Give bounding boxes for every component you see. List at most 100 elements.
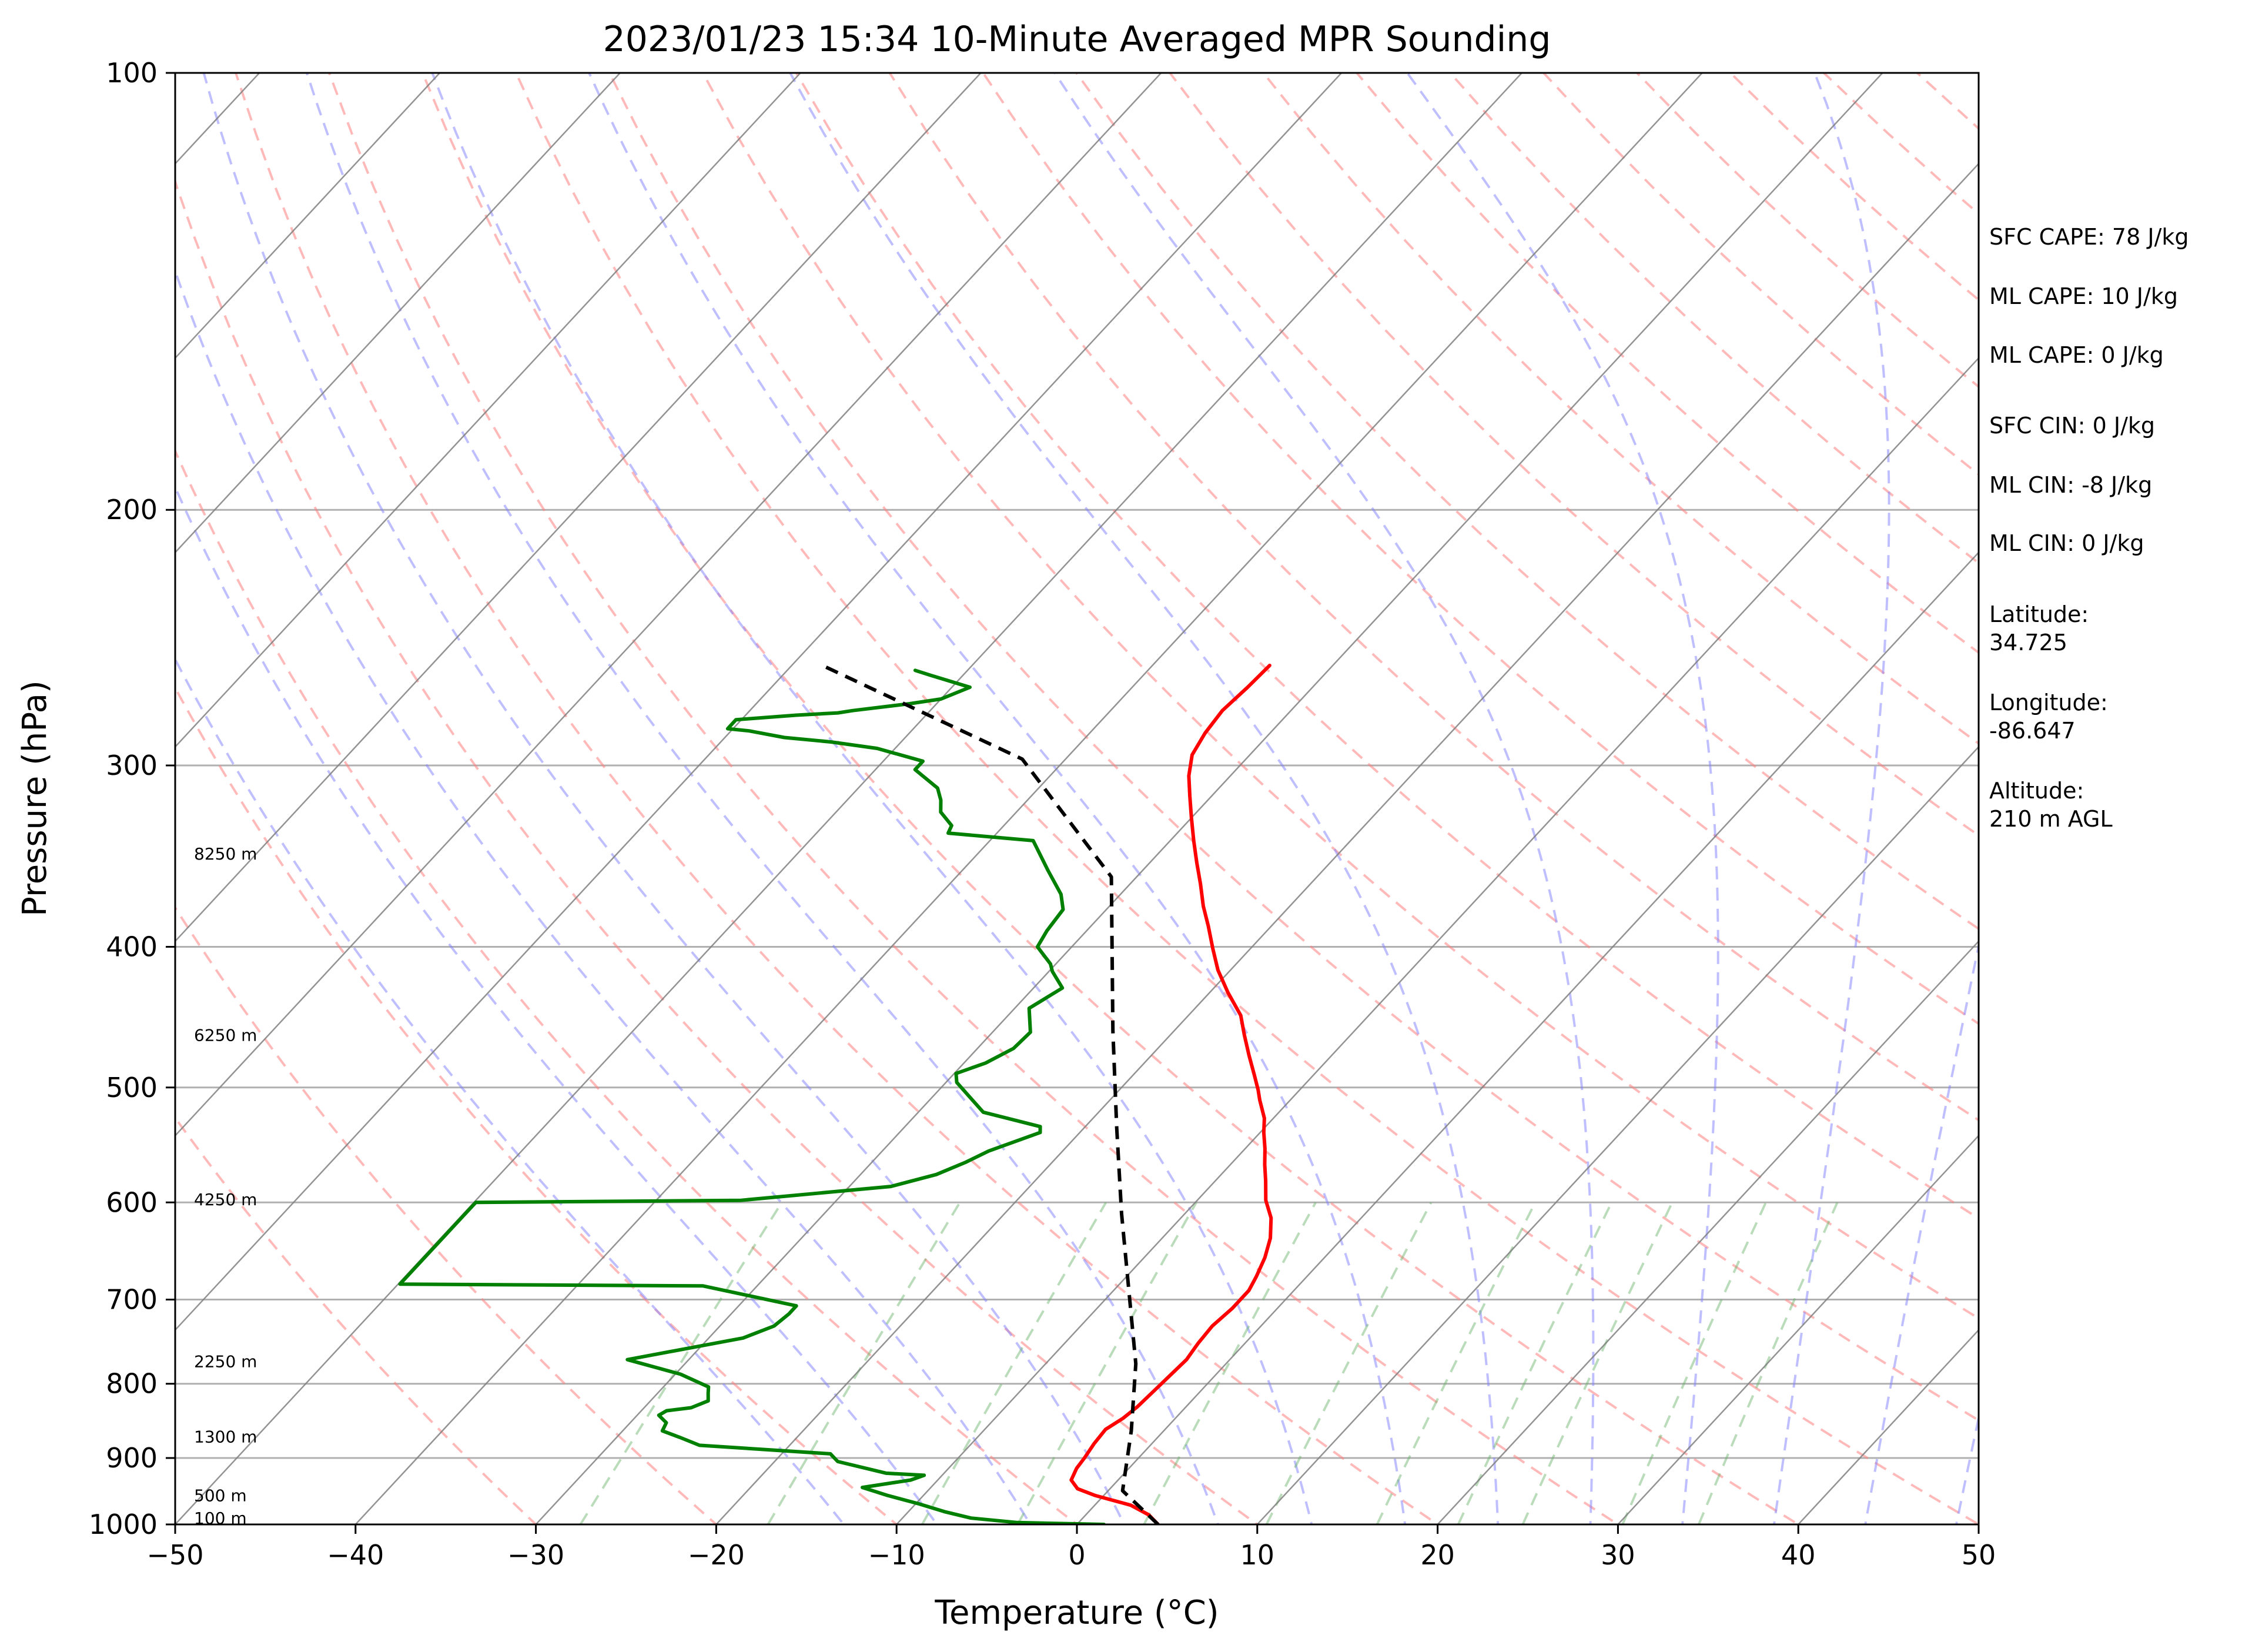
moist-adiabat-line <box>175 484 939 1524</box>
isotherm-line <box>175 73 982 942</box>
y-tick-label: 600 <box>106 1186 158 1218</box>
info-latitude-label: Latitude: <box>1989 601 2089 627</box>
dry-adiabat-line <box>1075 73 1979 931</box>
isotherm-line <box>1076 551 1979 1524</box>
x-tick-label: −40 <box>327 1539 384 1571</box>
isotherm-line <box>175 73 1343 1332</box>
chart-title: 2023/01/23 15:34 10-Minute Averaged MPR … <box>603 19 1551 60</box>
y-tick-label: 800 <box>106 1368 158 1400</box>
moist-adiabat-line <box>1772 73 1890 1524</box>
x-axis: −50 −40 −30 −20 −10 0 10 20 30 40 50 <box>146 1524 1996 1571</box>
x-tick-label: −50 <box>146 1539 203 1571</box>
dry-adiabat-line <box>175 1116 538 1524</box>
info-sfc-cape: SFC CAPE: 78 J/kg <box>1989 224 2189 250</box>
height-label: 4250 m <box>194 1190 257 1209</box>
y-tick-label: 500 <box>106 1072 158 1103</box>
isotherm-line <box>175 73 441 359</box>
dry-adiabat-line <box>701 73 1979 1320</box>
mixing-ratio-line <box>1698 1202 1839 1524</box>
info-latitude-value: 34.725 <box>1989 630 2067 656</box>
mixing-ratio-line <box>1265 1202 1433 1524</box>
dry-adiabat-line <box>175 685 899 1524</box>
dewpoint-line <box>398 668 1106 1524</box>
x-tick-label: 20 <box>1420 1539 1455 1571</box>
mixing-ratio-line <box>921 1202 1107 1524</box>
mixing-ratio-line <box>579 1202 783 1524</box>
y-tick-label: 200 <box>106 494 158 526</box>
y-tick-label: 300 <box>106 750 158 781</box>
dry-adiabat-line <box>888 73 1979 1122</box>
moist-adiabat-line <box>202 73 1126 1524</box>
y-axis: 1000 900 800 700 600 500 400 300 200 100 <box>89 57 175 1540</box>
y-tick-label: 400 <box>106 931 158 962</box>
sounding-series <box>398 663 1273 1524</box>
height-label: 500 m <box>194 1486 247 1506</box>
dry-adiabat-line <box>175 905 718 1524</box>
parcel-line <box>821 664 1160 1524</box>
x-tick-label: 10 <box>1240 1539 1275 1571</box>
x-tick-label: 30 <box>1601 1539 1635 1571</box>
dry-adiabat-line <box>1262 73 1979 745</box>
info-ml-cin: ML CIN: -8 J/kg <box>1989 472 2152 498</box>
mixing-ratio-line <box>767 1202 961 1524</box>
isotherm-line <box>175 73 1162 1137</box>
temperature-line <box>1069 663 1273 1524</box>
isotherm-line <box>175 73 1523 1524</box>
info-sfc-cin: SFC CIN: 0 J/kg <box>1989 413 2155 439</box>
isotherm-line <box>175 73 621 554</box>
plot-background <box>175 73 1979 1524</box>
isotherm-line <box>354 73 1704 1524</box>
dry-adiabat-line <box>795 73 1979 1220</box>
info-longitude-label: Longitude: <box>1989 690 2108 715</box>
mixing-ratio-line <box>1521 1202 1674 1524</box>
y-tick-label: 900 <box>106 1442 158 1474</box>
isotherm-line <box>534 73 1884 1524</box>
y-tick-label: 1000 <box>89 1509 158 1540</box>
dry-adiabat-line <box>175 178 1260 1524</box>
moist-adiabat-line <box>431 73 1313 1524</box>
height-label: 8250 m <box>194 844 257 864</box>
isotherm-line <box>175 73 802 748</box>
x-tick-label: −10 <box>868 1539 925 1571</box>
info-altitude-value: 210 m AGL <box>1989 806 2113 832</box>
dry-adiabat-line <box>2197 73 2242 1555</box>
height-label: 100 m <box>194 1509 247 1528</box>
moist-adiabat-line <box>789 73 1500 1524</box>
info-longitude-value: -86.647 <box>1989 718 2076 744</box>
height-labels: 100 m 500 m 1300 m 2250 m 4250 m 6250 m 8250 m <box>194 844 257 1528</box>
y-tick-label: 100 <box>106 57 158 89</box>
height-label: 2250 m <box>194 1352 257 1372</box>
dry-adiabat-line <box>421 73 1801 1524</box>
info-ml-cin-2: ML CIN: 0 J/kg <box>1989 530 2144 556</box>
isotherm-line <box>715 162 1979 1524</box>
moist-adiabat-line <box>1864 939 1979 1524</box>
dry-adiabat-line <box>235 73 1440 1524</box>
height-label: 1300 m <box>194 1427 257 1447</box>
x-tick-label: −20 <box>688 1539 745 1571</box>
isotherm-line <box>1436 940 1979 1524</box>
mixing-ratio-line <box>1621 1202 1767 1524</box>
isotherm-line <box>895 357 1979 1524</box>
moist-adiabat-line <box>306 73 1220 1524</box>
moist-adiabat-line <box>588 73 1407 1524</box>
mixing-ratio-line <box>1143 1202 1317 1524</box>
x-tick-label: 0 <box>1068 1539 1085 1571</box>
x-tick-label: −30 <box>507 1539 564 1571</box>
x-tick-label: 40 <box>1781 1539 1816 1571</box>
background-reference-lines <box>175 73 2242 1555</box>
dry-adiabat-line <box>608 73 1979 1422</box>
x-axis-title: Temperature (°C) <box>934 1594 1219 1632</box>
isotherm-line <box>1617 1134 1979 1524</box>
dry-adiabat-line <box>515 73 1979 1524</box>
y-axis-title: Pressure (hPa) <box>16 680 54 917</box>
sounding-info-panel: SFC CAPE: 78 J/kg ML CAPE: 10 J/kg ML CA… <box>1989 224 2189 832</box>
isotherm-line <box>1256 745 1979 1524</box>
y-tick-label: 700 <box>106 1284 158 1316</box>
mixing-ratio-line <box>1016 1202 1197 1524</box>
dry-adiabat-line <box>328 73 1621 1524</box>
x-tick-label: 50 <box>1962 1539 1996 1571</box>
info-ml-cape: ML CAPE: 10 J/kg <box>1989 283 2178 309</box>
height-label: 6250 m <box>194 1025 257 1045</box>
mixing-ratio-line <box>1376 1202 1537 1524</box>
